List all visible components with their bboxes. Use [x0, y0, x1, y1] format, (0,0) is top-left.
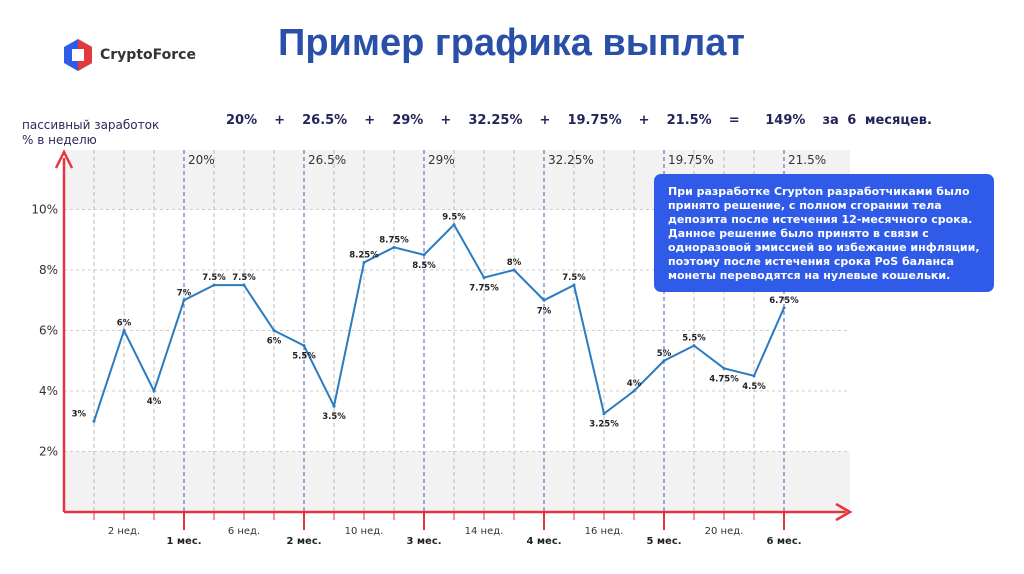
data-label: 8.25% [349, 250, 379, 260]
y-tick-label: 2% [39, 445, 58, 459]
bottom-band [64, 451, 850, 512]
data-point [302, 344, 306, 348]
data-point [422, 253, 426, 257]
series-line [93, 222, 785, 422]
data-point [662, 359, 666, 363]
data-point [512, 268, 516, 272]
data-label: 8.5% [412, 261, 436, 271]
x-axis-arrow-icon [835, 502, 853, 522]
data-point [212, 283, 216, 287]
data-point [692, 344, 696, 348]
y-axis-label: пассивный заработок% в неделю [22, 118, 160, 147]
data-label: 7% [537, 306, 552, 316]
data-point [362, 260, 366, 264]
data-label: 5.5% [292, 352, 316, 362]
x-week-label: 10 нед. [345, 526, 384, 537]
data-label: 6% [267, 337, 282, 347]
data-label: 6% [117, 319, 132, 329]
info-note: При разработке Crypton разработчиками бы… [654, 174, 994, 292]
month-total-label: 21.5% [788, 153, 826, 167]
x-week-label: 16 нед. [585, 526, 624, 537]
data-label: 7.5% [562, 273, 586, 283]
data-label: 3.5% [322, 412, 346, 422]
data-point [392, 245, 396, 249]
data-label: 7.5% [232, 273, 256, 283]
data-point [242, 283, 246, 287]
month-total-label: 19.75% [668, 153, 714, 167]
data-point [332, 404, 336, 408]
data-label: 7.5% [202, 273, 226, 283]
data-point [722, 366, 726, 370]
x-week-label: 2 нед. [108, 526, 140, 537]
logo-text: CryptoForce [100, 47, 196, 63]
data-point [752, 374, 756, 378]
data-point [602, 412, 606, 416]
y-tick-label: 10% [31, 203, 58, 217]
data-label: 7% [177, 288, 192, 298]
month-total-label: 26.5% [308, 153, 346, 167]
x-week-label: 14 нед. [465, 526, 504, 537]
data-point [452, 223, 456, 227]
data-label: 4% [147, 397, 162, 407]
data-point [572, 283, 576, 287]
data-label: 8.75% [379, 235, 409, 245]
month-total-label: 32.25% [548, 153, 594, 167]
y-tick-label: 8% [39, 263, 58, 277]
data-point [182, 298, 186, 302]
data-label: 5.5% [682, 334, 706, 344]
x-month-label: 3 мес. [406, 536, 441, 547]
data-label: 4% [627, 379, 642, 389]
data-label: 4.75% [709, 374, 739, 384]
x-month-label: 5 мес. [646, 536, 681, 547]
data-label: 8% [507, 258, 522, 268]
summary-equation: 20% + 26.5% + 29% + 32.25% + 19.75% + 21… [226, 113, 932, 128]
data-point [782, 306, 786, 310]
data-point [122, 329, 126, 332]
page-title: Пример графика выплат [278, 22, 746, 64]
data-label: 4.5% [742, 382, 766, 392]
data-label: 3.25% [589, 420, 619, 430]
data-label: 3% [72, 409, 87, 419]
x-week-label: 20 нед. [705, 526, 744, 537]
x-week-label: 6 нед. [228, 526, 260, 537]
data-point [482, 276, 486, 280]
data-label: 7.75% [469, 284, 499, 294]
logo: CryptoForce [62, 38, 196, 72]
data-point [152, 389, 156, 393]
x-month-label: 1 мес. [166, 536, 201, 547]
data-point [272, 329, 276, 332]
month-total-label: 20% [188, 153, 215, 167]
logo-hexagon-icon [64, 39, 92, 71]
y-tick-label: 6% [39, 324, 58, 338]
month-total-label: 29% [428, 153, 455, 167]
data-label: 9.5% [442, 213, 466, 223]
data-point [92, 419, 96, 423]
y-axis-arrow-icon [54, 149, 74, 169]
x-month-label: 2 мес. [286, 536, 321, 547]
data-label: 5% [657, 349, 672, 359]
y-tick-label: 4% [39, 384, 58, 398]
data-point [542, 298, 546, 302]
data-label: 6.75% [769, 296, 799, 306]
x-month-label: 4 мес. [526, 536, 561, 547]
x-month-label: 6 мес. [766, 536, 801, 547]
data-point [632, 389, 636, 393]
